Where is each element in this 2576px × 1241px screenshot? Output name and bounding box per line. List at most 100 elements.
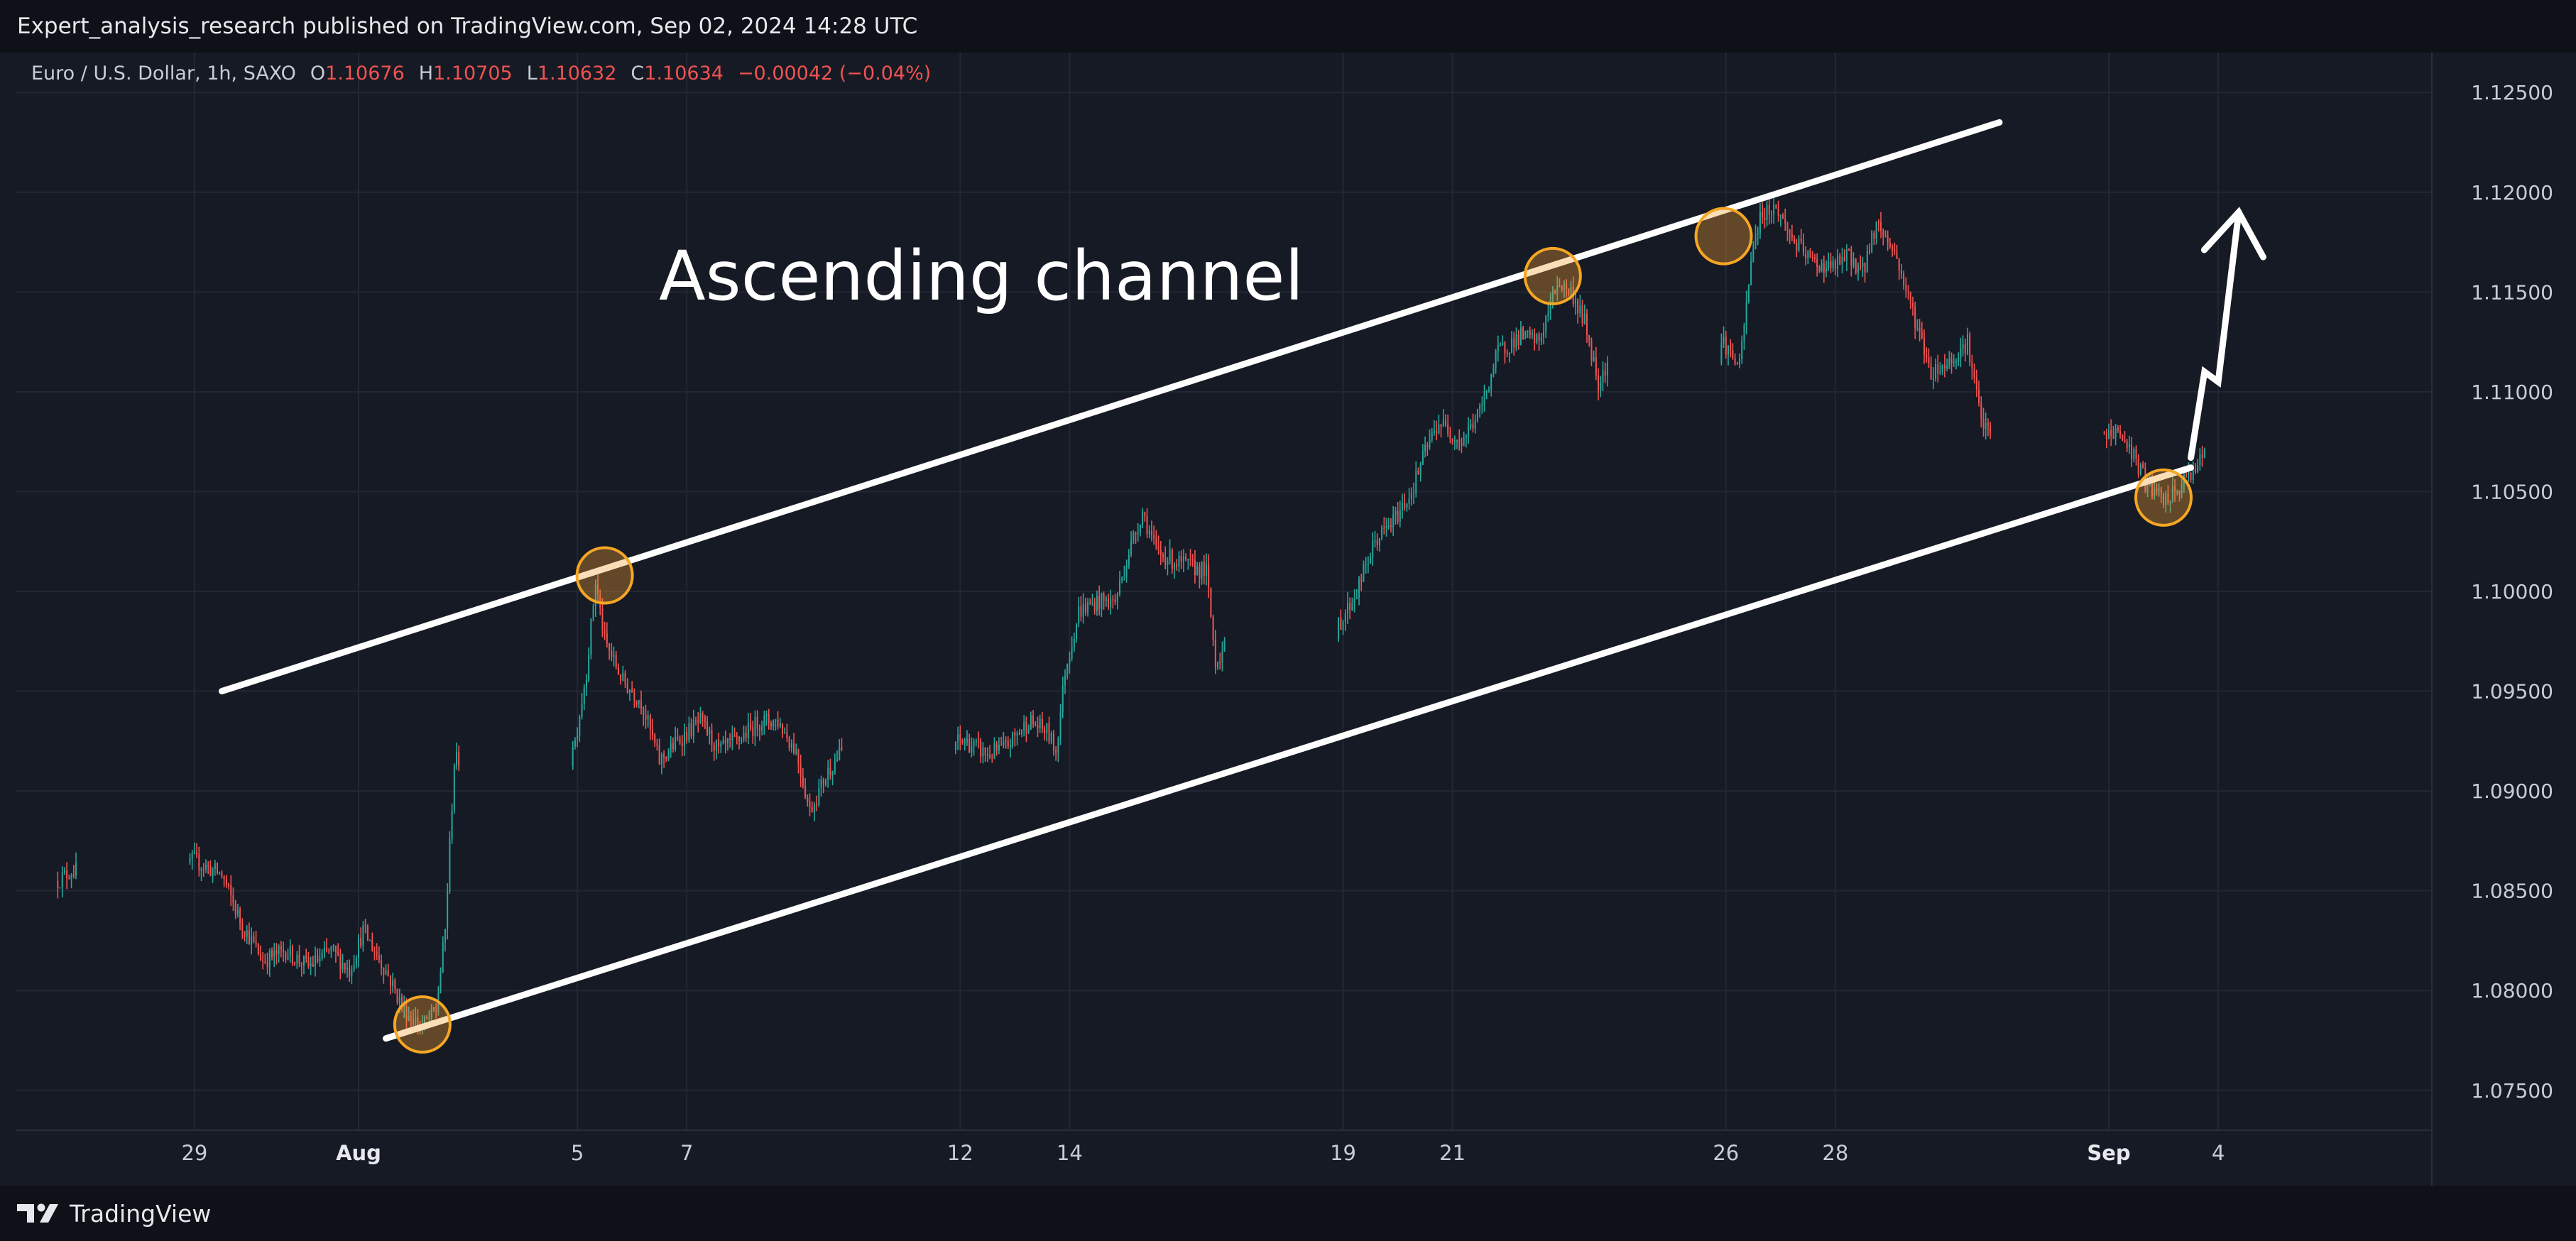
candle-body bbox=[264, 961, 266, 963]
candle-body bbox=[1980, 403, 1982, 419]
price-axis[interactable]: 1.12500 1.12000 1.11500 1.11000 1.10500 1.100… bbox=[2471, 81, 2553, 1103]
candle-body bbox=[1221, 650, 1223, 662]
candle-body bbox=[257, 944, 259, 954]
candle-body bbox=[232, 895, 234, 904]
candle-body bbox=[793, 743, 795, 754]
candle-body bbox=[1196, 566, 1199, 576]
candle-body bbox=[1353, 598, 1355, 603]
chart-annotation[interactable]: Ascending channel bbox=[659, 236, 1304, 316]
candle-body bbox=[1971, 362, 1973, 369]
candle-body bbox=[1014, 732, 1016, 736]
candle-body bbox=[1834, 261, 1836, 269]
candle-body bbox=[1848, 249, 1850, 251]
candle-body bbox=[1964, 344, 1966, 354]
candle-body bbox=[1588, 335, 1590, 341]
candle-body bbox=[1438, 424, 1440, 434]
candle-body bbox=[1180, 555, 1182, 562]
candle-body bbox=[1786, 223, 1789, 231]
candle-body bbox=[763, 716, 765, 727]
candle-body bbox=[1440, 424, 1442, 427]
candle-body bbox=[451, 810, 453, 839]
candle-body bbox=[971, 746, 973, 753]
candle-body bbox=[729, 738, 731, 740]
candle-body bbox=[1189, 559, 1191, 560]
candle-body bbox=[1417, 471, 1419, 475]
candle-body bbox=[1921, 332, 1923, 338]
candle-body bbox=[417, 1017, 419, 1026]
candle-body bbox=[1805, 253, 1807, 259]
candle-body bbox=[280, 946, 282, 950]
candle-body bbox=[355, 958, 357, 965]
candle-body bbox=[310, 963, 312, 966]
candle-body bbox=[209, 865, 212, 876]
candle-body bbox=[360, 937, 362, 946]
candle-body bbox=[223, 875, 225, 880]
time-axis[interactable]: 29 Aug 5 7 12 14 19 21 26 28 Sep 4 bbox=[181, 1141, 2225, 1165]
candle-body bbox=[346, 967, 348, 970]
candle-body bbox=[1351, 603, 1353, 611]
candle-body bbox=[690, 723, 692, 737]
candle-body bbox=[1837, 256, 1839, 269]
projection-arrow-head bbox=[2200, 207, 2266, 261]
candle-body bbox=[980, 741, 982, 757]
tradingview-brand[interactable]: TradingView bbox=[16, 1196, 211, 1231]
candle-body bbox=[1410, 493, 1412, 499]
candle-body bbox=[1868, 250, 1870, 253]
candle-body bbox=[1495, 350, 1497, 368]
candle-body bbox=[262, 961, 264, 962]
candle-body bbox=[385, 970, 387, 975]
candle-body bbox=[241, 923, 244, 931]
candle-body bbox=[1855, 258, 1857, 273]
candle-body bbox=[809, 801, 811, 808]
candle-body bbox=[1023, 721, 1025, 731]
candle-body bbox=[1889, 243, 1891, 247]
candle-body bbox=[349, 967, 351, 977]
channel-lower-line[interactable] bbox=[383, 464, 2195, 1042]
touch-point-marker bbox=[1523, 246, 1582, 305]
candle-body bbox=[1458, 439, 1461, 443]
candle-body bbox=[1598, 375, 1600, 390]
candle-body bbox=[640, 700, 642, 709]
candle-body bbox=[692, 720, 694, 737]
chart-grid bbox=[16, 53, 2432, 1130]
symbol-legend[interactable]: Euro / U.S. Dollar, 1h, SAXO O1.10676 H1.1… bbox=[31, 62, 931, 84]
candle-body bbox=[1928, 357, 1930, 364]
candle-body bbox=[1551, 290, 1554, 300]
candle-body bbox=[1385, 525, 1387, 528]
close-value: 1.10634 bbox=[644, 62, 724, 84]
low-value: 1.10632 bbox=[537, 62, 617, 84]
candle-body bbox=[337, 952, 339, 954]
candle-body bbox=[658, 745, 660, 765]
candle-body bbox=[1123, 576, 1125, 578]
candle-body bbox=[2190, 472, 2192, 480]
candle-body bbox=[196, 853, 198, 855]
candle-body bbox=[1581, 305, 1583, 324]
price-tick-label: 1.11500 bbox=[2471, 280, 2553, 304]
candle-body bbox=[440, 971, 442, 993]
candle-body bbox=[1030, 715, 1032, 730]
candle-body bbox=[1563, 283, 1565, 290]
time-tick-label: 4 bbox=[2212, 1141, 2225, 1165]
candle-body bbox=[1538, 334, 1540, 341]
candle-body bbox=[1982, 418, 1985, 430]
candle-body bbox=[964, 741, 966, 743]
candle-body bbox=[2194, 469, 2196, 473]
candle-body bbox=[1845, 249, 1848, 261]
published-text: Expert_analysis_research published on Tr… bbox=[17, 13, 918, 39]
candle-body bbox=[1884, 235, 1887, 237]
candle-body bbox=[61, 873, 63, 888]
candle-body bbox=[339, 953, 342, 970]
candle-body bbox=[259, 953, 261, 961]
candle-body bbox=[991, 757, 993, 758]
candle-body bbox=[986, 755, 988, 756]
candle-body bbox=[1766, 205, 1768, 220]
candle-body bbox=[1926, 354, 1928, 358]
candle-body bbox=[1367, 563, 1369, 565]
candle-body bbox=[2178, 491, 2181, 494]
candle-body bbox=[405, 1005, 408, 1021]
candle-body bbox=[1021, 730, 1023, 735]
price-chart[interactable]: 1.12500 1.12000 1.11500 1.11000 1.10500 1.100… bbox=[0, 0, 2576, 1186]
candle-body bbox=[788, 738, 790, 748]
candle-body bbox=[1577, 300, 1579, 314]
candle-body bbox=[2146, 479, 2149, 491]
